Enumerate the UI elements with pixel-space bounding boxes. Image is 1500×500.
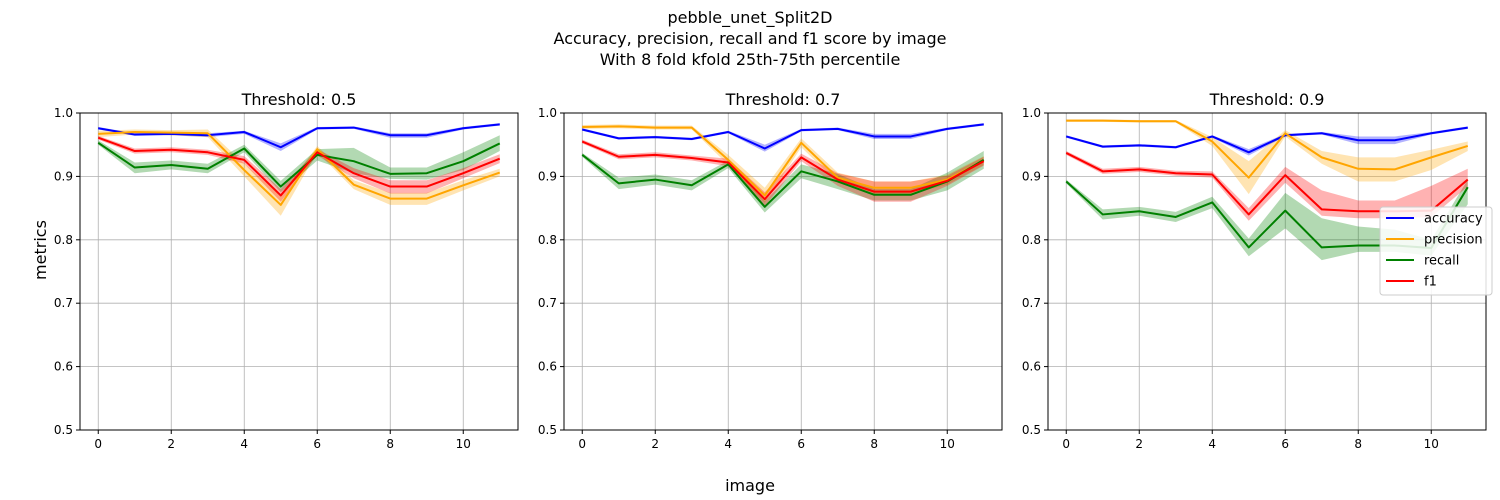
y-tick-label: 0.7: [538, 296, 557, 310]
x-tick-label: 0: [1062, 437, 1070, 451]
legend-box: [1379, 206, 1493, 296]
figure-title-line-2: Accuracy, precision, recall and f1 score…: [554, 29, 947, 48]
precision-line: [582, 125, 985, 197]
x-tick-label: 10: [940, 437, 955, 451]
y-tick-label: 0.9: [54, 169, 73, 183]
legend: accuracy precision recall f1: [1379, 206, 1493, 296]
panel-threshold-0-7: Threshold: 0.7 0 2 4 6 8 10 0.5 0.6 0.7 0.8 0.9 1.0: [538, 90, 1003, 451]
f1-line: [581, 140, 985, 201]
panel-threshold-0-9: Threshold: 0.9 0 2 4 6 8 10 0.5 0.6 0.7 0.8 0.9 1.0: [1022, 90, 1487, 451]
y-tick-label: 0.8: [538, 233, 557, 247]
recall-line: [97, 141, 501, 188]
accuracy-line: [98, 123, 500, 149]
f1-percentile-band: [1066, 151, 1468, 221]
y-tick-label: 0.6: [54, 360, 73, 374]
y-tick-label: 1.0: [1022, 106, 1041, 120]
precision-line: [98, 131, 501, 206]
y-axis-label: metrics: [31, 220, 50, 280]
axes-frame: [79, 112, 519, 431]
legend-label-precision: precision: [1424, 233, 1483, 248]
y-tick-label: 0.7: [1022, 296, 1041, 310]
accuracy-line: [1065, 126, 1468, 154]
y-tick-label: 0.8: [54, 233, 73, 247]
x-tick-label: 4: [1208, 437, 1216, 451]
x-tick-label: 6: [1281, 437, 1289, 451]
x-tick-label: 8: [1354, 437, 1362, 451]
x-tick-label: 4: [240, 437, 248, 451]
x-tick-label: 6: [313, 437, 321, 451]
x-tick-label: 8: [870, 437, 878, 451]
legend-label-recall: recall: [1424, 254, 1459, 269]
y-tick-label: 0.6: [538, 360, 557, 374]
figure-title-line-3: With 8 fold kfold 25th-75th percentile: [600, 50, 901, 69]
x-tick-label: 0: [94, 437, 102, 451]
panel-title: Threshold: 0.5: [241, 90, 357, 109]
accuracy-line: [582, 123, 984, 150]
x-tick-label: 6: [797, 437, 805, 451]
figure-title: pebble_unet_Split2D Accuracy, precision,…: [554, 8, 947, 69]
precision-line: [1066, 119, 1469, 179]
y-tick-label: 1.0: [54, 106, 73, 120]
y-tick-label: 0.6: [1022, 360, 1041, 374]
panel-title: Threshold: 0.7: [725, 90, 841, 109]
figure-title-line-1: pebble_unet_Split2D: [668, 8, 833, 28]
y-tick-label: 0.7: [54, 296, 73, 310]
panel-title: Threshold: 0.9: [1209, 90, 1325, 109]
recall-percentile-band: [582, 151, 984, 213]
x-tick-label: 2: [167, 437, 175, 451]
x-axis-label: image: [725, 476, 775, 495]
f1-line: [97, 136, 501, 197]
x-tick-label: 2: [1135, 437, 1143, 451]
x-tick-label: 8: [386, 437, 394, 451]
panel-threshold-0-5: Threshold: 0.5 0 2 4 6 8 10 0.5 0.6 0.7 0.8 0.9 1.0: [54, 90, 519, 451]
y-tick-label: 1.0: [538, 106, 557, 120]
recall-percentile-band: [98, 135, 500, 193]
y-tick-label: 0.5: [1022, 423, 1041, 437]
x-tick-label: 10: [456, 437, 471, 451]
accuracy-percentile-band: [582, 123, 984, 152]
y-tick-label: 0.5: [54, 423, 73, 437]
y-tick-label: 0.8: [1022, 233, 1041, 247]
y-tick-label: 0.9: [1022, 169, 1041, 183]
y-tick-label: 0.5: [538, 423, 557, 437]
precision-percentile-band: [582, 124, 984, 204]
legend-label-f1: f1: [1424, 275, 1437, 290]
x-tick-label: 0: [578, 437, 586, 451]
x-tick-label: 2: [651, 437, 659, 451]
recall-line: [581, 154, 985, 208]
x-tick-label: 4: [724, 437, 732, 451]
recall-percentile-band: [1066, 179, 1468, 261]
y-tick-label: 0.9: [538, 169, 557, 183]
axes-frame: [563, 112, 1003, 431]
legend-label-accuracy: accuracy: [1424, 212, 1483, 227]
x-tick-label: 10: [1424, 437, 1439, 451]
